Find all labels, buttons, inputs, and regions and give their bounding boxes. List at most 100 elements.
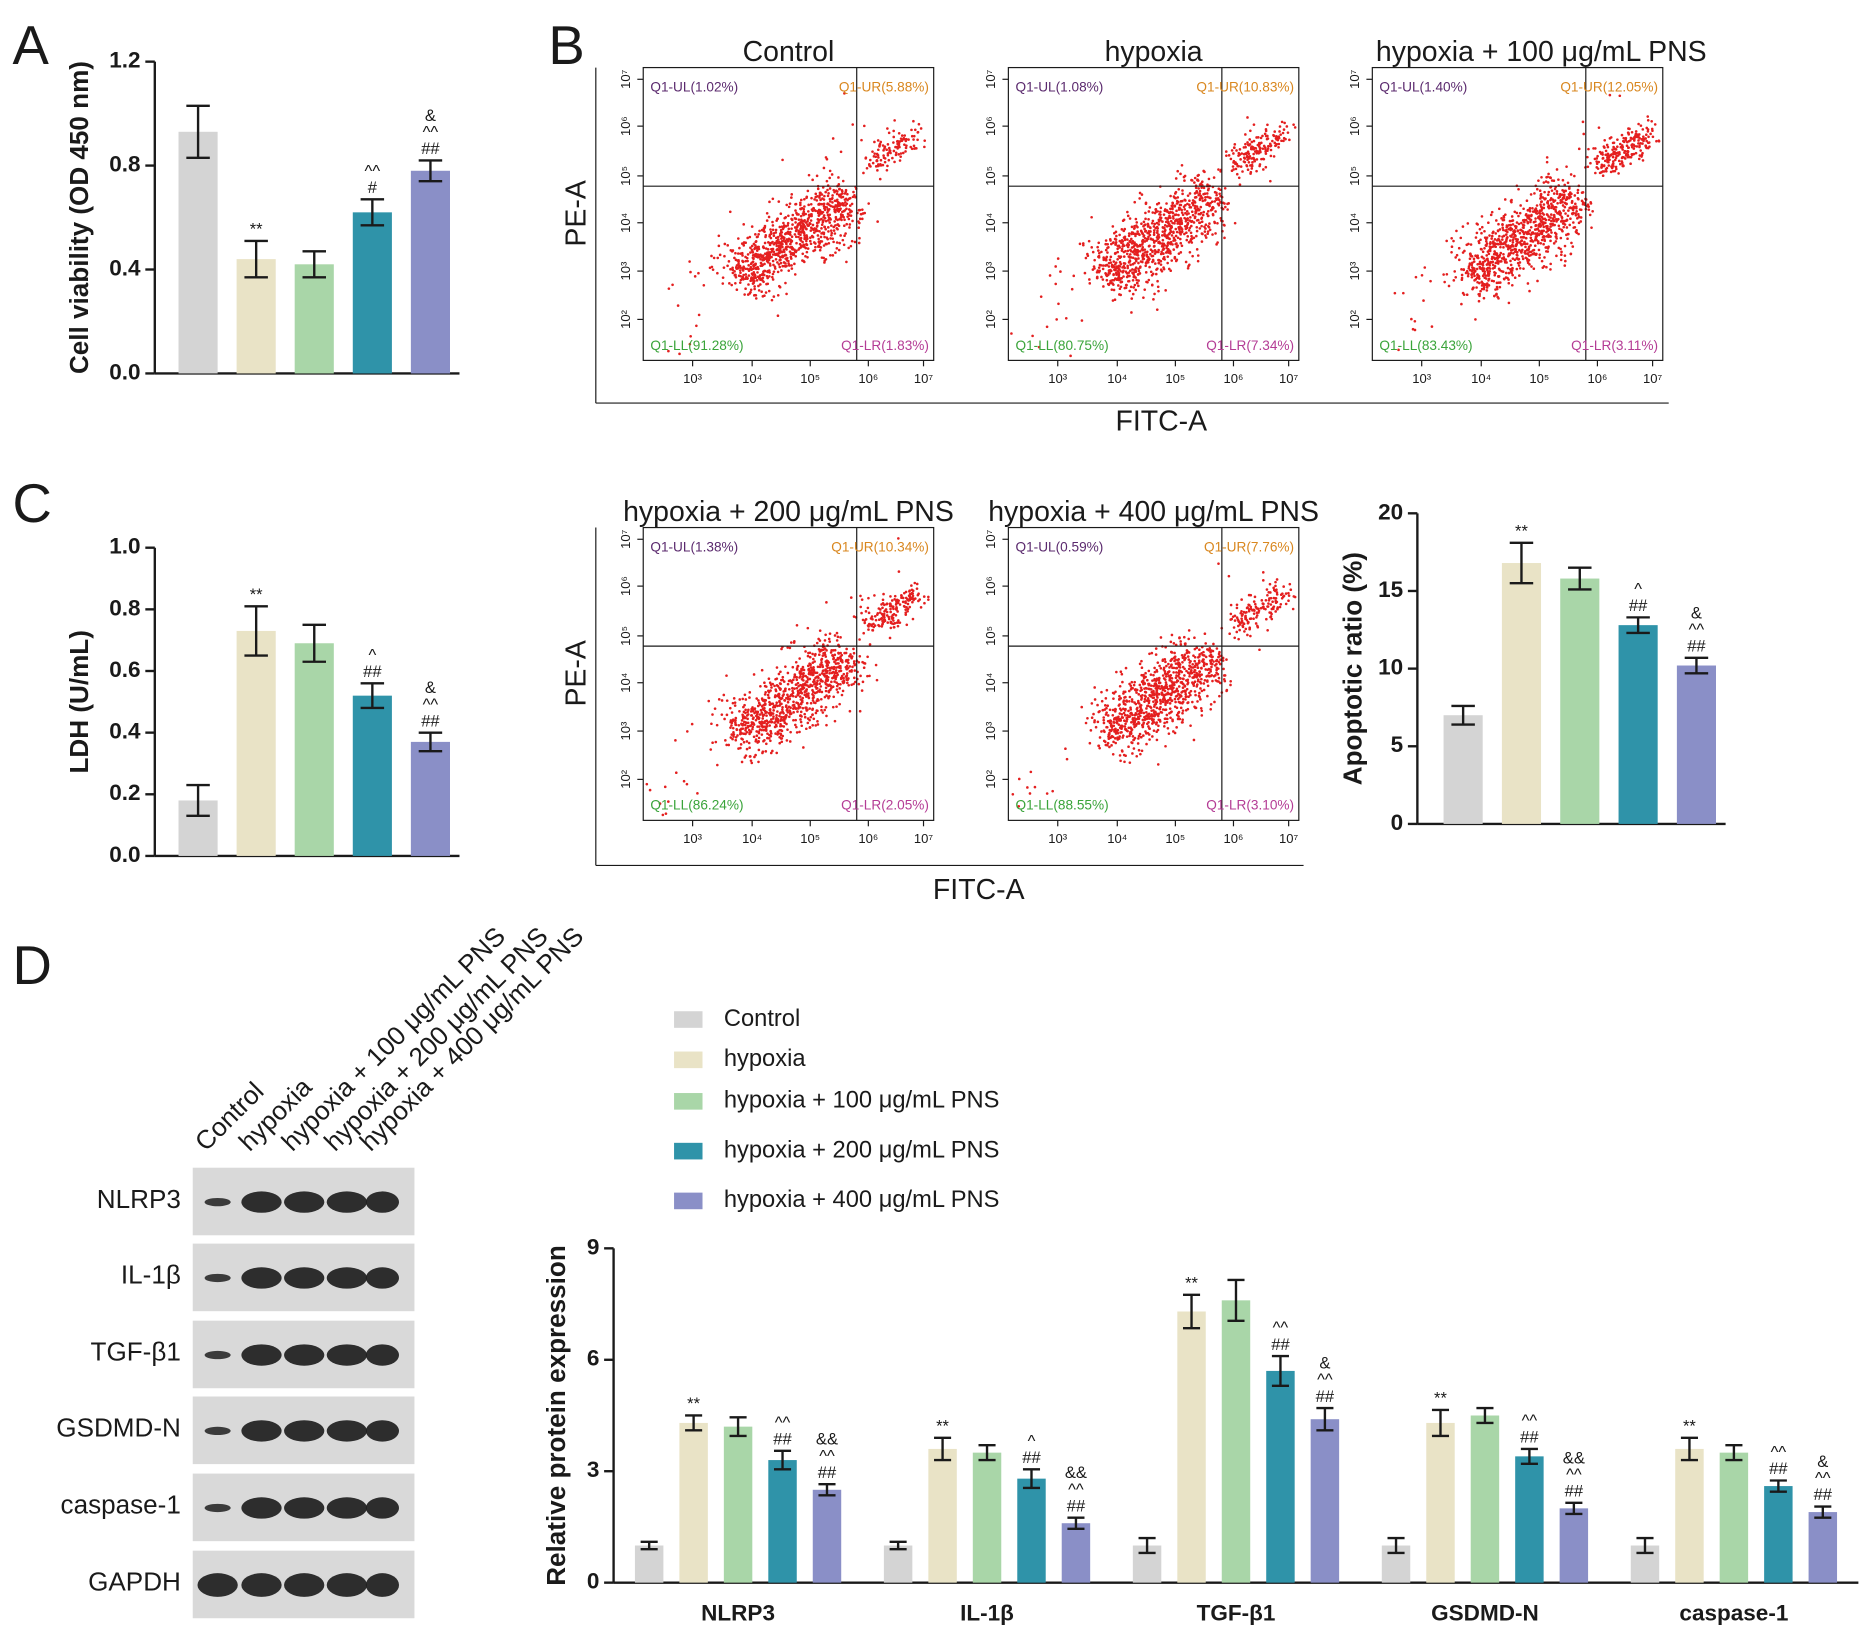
event-dot — [740, 737, 743, 740]
flow-title: hypoxia — [1105, 36, 1203, 68]
event-dot — [732, 697, 736, 700]
event-dot — [1154, 272, 1158, 276]
event-dot — [780, 678, 783, 682]
event-dot — [814, 242, 817, 245]
event-dot — [1507, 271, 1511, 275]
event-dot — [807, 210, 810, 213]
event-dot — [797, 692, 801, 695]
event-dot — [810, 234, 814, 238]
event-dot — [805, 195, 809, 199]
event-dot — [797, 218, 801, 221]
event-dot — [1509, 249, 1513, 252]
event-dot — [816, 679, 819, 683]
event-dot — [1488, 234, 1491, 237]
event-dot — [820, 660, 823, 664]
event-dot — [1495, 285, 1499, 289]
event-dot — [1123, 713, 1127, 717]
event-dot — [806, 654, 810, 658]
event-dot — [765, 719, 769, 723]
event-dot — [1147, 231, 1150, 235]
event-dot — [821, 202, 825, 206]
event-dot — [1158, 212, 1161, 216]
event-dot — [764, 690, 767, 694]
event-dot — [688, 342, 692, 346]
event-dot — [756, 741, 759, 744]
event-dot — [1200, 220, 1204, 224]
event-dot — [1556, 201, 1559, 205]
event-dot — [761, 717, 765, 720]
event-dot — [800, 231, 803, 234]
event-dot — [1511, 233, 1514, 236]
event-dot — [803, 205, 806, 208]
event-dot — [1513, 258, 1517, 262]
event-dot — [1128, 682, 1131, 686]
event-dot — [1533, 210, 1537, 213]
event-dot — [1537, 211, 1541, 215]
event-dot — [768, 275, 771, 278]
event-dot — [770, 247, 773, 251]
event-dot — [828, 666, 832, 670]
event-dot — [802, 213, 805, 217]
event-dot — [877, 623, 880, 627]
event-dot — [776, 293, 780, 297]
event-dot — [1246, 143, 1250, 147]
event-dot — [786, 682, 790, 686]
flow-x-tick-label: 10³ — [1048, 371, 1067, 386]
event-dot — [1616, 138, 1619, 141]
event-dot — [829, 237, 832, 240]
event-dot — [805, 237, 808, 241]
event-dot — [776, 217, 779, 221]
event-dot — [736, 252, 740, 255]
event-dot — [1450, 250, 1453, 254]
event-dot — [1144, 271, 1148, 274]
event-dot — [781, 675, 785, 679]
event-dot — [894, 153, 898, 157]
event-dot — [1553, 205, 1557, 209]
event-dot — [1501, 270, 1505, 274]
event-dot — [676, 304, 680, 307]
event-dot — [778, 285, 782, 289]
event-dot — [1153, 670, 1157, 674]
event-dot — [1148, 244, 1151, 248]
event-dot — [1594, 147, 1597, 150]
event-dot — [1100, 250, 1103, 254]
event-dot — [849, 653, 852, 656]
event-dot — [1181, 665, 1185, 669]
event-dot — [1597, 160, 1601, 164]
event-dot — [1487, 266, 1491, 270]
event-dot — [1192, 203, 1195, 207]
event-dot — [1111, 279, 1114, 282]
event-dot — [762, 258, 766, 262]
event-dot — [790, 227, 793, 230]
event-dot — [1171, 202, 1175, 205]
event-dot — [1577, 215, 1581, 218]
event-dot — [1485, 289, 1489, 292]
event-dot — [1586, 155, 1589, 159]
event-dot — [1183, 208, 1187, 211]
event-dot — [768, 253, 772, 257]
event-dot — [827, 207, 831, 211]
event-dot — [1507, 281, 1511, 285]
event-dot — [838, 217, 841, 221]
event-dot — [800, 691, 804, 695]
event-dot — [1592, 147, 1595, 150]
event-dot — [1476, 273, 1479, 276]
event-dot — [1605, 143, 1609, 147]
event-dot — [1184, 219, 1188, 223]
event-dot — [1056, 257, 1060, 260]
event-dot — [1552, 200, 1555, 203]
flow-x-tick-label: 10⁵ — [1165, 371, 1185, 386]
event-dot — [798, 670, 802, 673]
event-dot — [800, 700, 804, 703]
event-dot — [1171, 211, 1175, 215]
event-dot — [766, 689, 770, 693]
event-dot — [1244, 133, 1247, 136]
event-dot — [837, 682, 840, 686]
event-dot — [826, 188, 829, 192]
event-dot — [740, 727, 743, 731]
event-dot — [875, 678, 879, 682]
event-dot — [1510, 235, 1513, 238]
event-dot — [777, 263, 781, 266]
event-dot — [1157, 218, 1161, 222]
event-dot — [864, 610, 868, 613]
